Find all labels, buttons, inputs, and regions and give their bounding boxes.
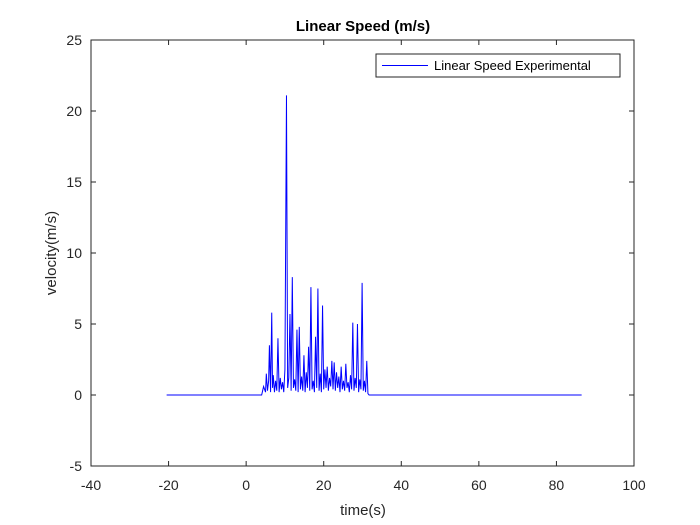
x-tick-label: 0 bbox=[242, 477, 250, 493]
x-tick-label: 100 bbox=[622, 477, 646, 493]
legend-box bbox=[375, 53, 621, 78]
plot-area bbox=[90, 39, 635, 467]
y-tick-label: 5 bbox=[74, 316, 82, 332]
y-axis: -5 0 5 10 15 20 25 bbox=[66, 32, 634, 474]
series-line-linear-speed-experimental bbox=[166, 95, 582, 396]
x-axis: -40 -20 0 20 40 60 80 100 bbox=[81, 40, 646, 493]
x-tick-label: 60 bbox=[471, 477, 487, 493]
legend: Linear Speed Experimental bbox=[375, 53, 621, 78]
y-tick-label: 0 bbox=[74, 387, 82, 403]
x-tick-label: 80 bbox=[549, 477, 565, 493]
y-tick-label: 25 bbox=[66, 32, 82, 48]
y-tick-label: 15 bbox=[66, 174, 82, 190]
x-axis-label: time(s) bbox=[340, 502, 386, 519]
y-tick-label: 20 bbox=[66, 103, 82, 119]
legend-label: Linear Speed Experimental bbox=[434, 58, 591, 73]
x-tick-label: -40 bbox=[81, 477, 101, 493]
y-tick-label: -5 bbox=[70, 458, 83, 474]
y-tick-label: 10 bbox=[66, 245, 82, 261]
x-tick-label: -20 bbox=[158, 477, 178, 493]
x-tick-label: 20 bbox=[316, 477, 332, 493]
x-tick-label: 40 bbox=[393, 477, 409, 493]
y-axis-label: velocity(m/s) bbox=[43, 211, 60, 295]
chart-title: Linear Speed (m/s) bbox=[296, 18, 430, 35]
